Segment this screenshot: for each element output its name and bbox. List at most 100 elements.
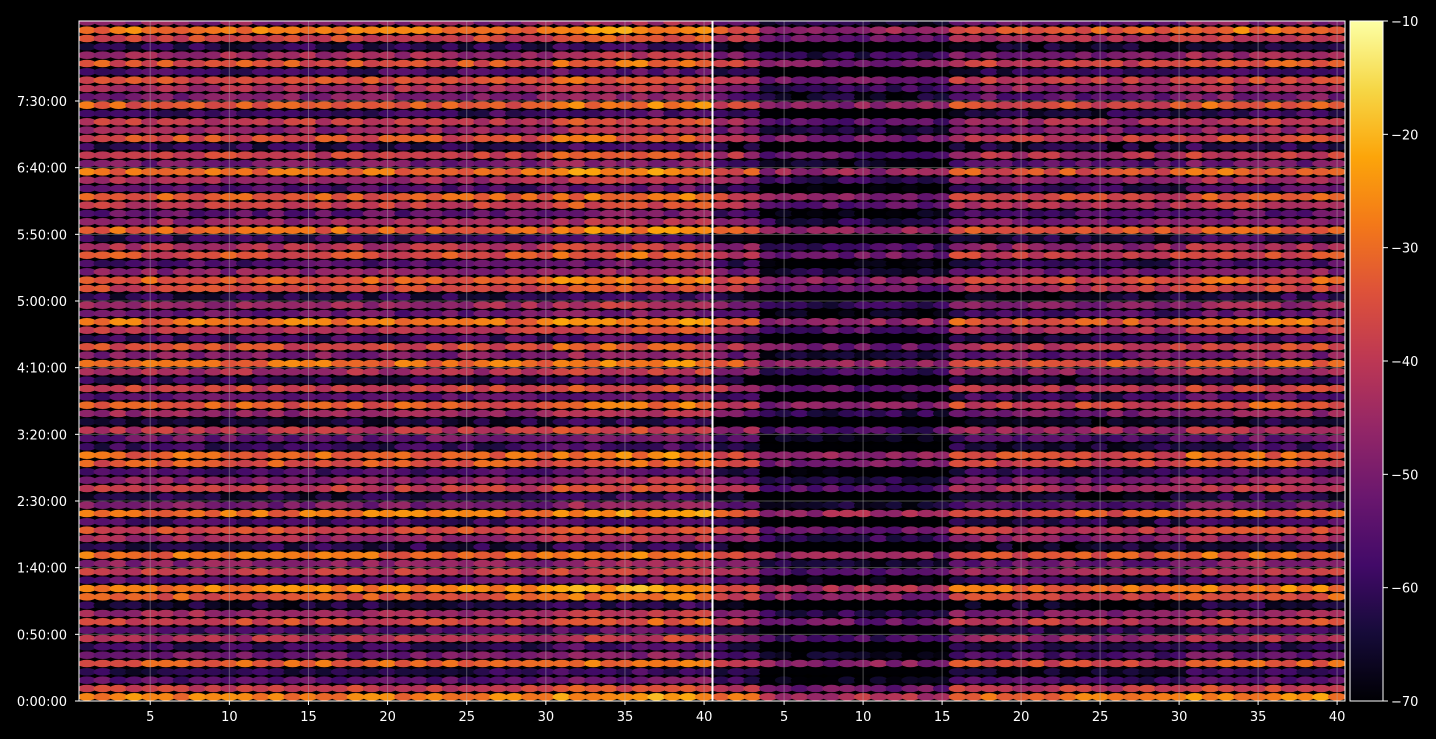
heatmap-cell-left xyxy=(599,243,619,251)
heatmap-cell-left xyxy=(505,468,524,476)
heatmap-cell-left xyxy=(251,226,271,234)
heatmap-cell-left xyxy=(410,276,429,285)
heatmap-cell-right xyxy=(932,559,952,568)
heatmap-cell-left xyxy=(568,51,587,59)
heatmap-cell-left xyxy=(330,684,350,693)
heatmap-cell-right xyxy=(853,618,873,626)
heatmap-cell-right xyxy=(1233,501,1252,510)
heatmap-cell-left xyxy=(267,626,286,634)
heatmap-cell-left xyxy=(647,168,666,176)
heatmap-cell-left xyxy=(283,226,302,234)
heatmap-cell-right xyxy=(1296,634,1315,643)
heatmap-cell-left xyxy=(141,226,160,234)
heatmap-cell-left xyxy=(125,543,144,551)
heatmap-cell-right xyxy=(1027,509,1047,518)
heatmap-cell-left xyxy=(410,326,429,335)
heatmap-cell-left xyxy=(204,243,223,251)
heatmap-cell-left xyxy=(236,543,255,551)
heatmap-cell-right xyxy=(1233,418,1252,426)
heatmap-cell-left xyxy=(378,568,397,576)
heatmap-cell-left xyxy=(568,268,587,276)
heatmap-cell-right xyxy=(1059,568,1078,576)
heatmap-cell-right xyxy=(964,393,983,401)
heatmap-cell-left xyxy=(156,693,176,701)
heatmap-cell-left xyxy=(584,459,603,468)
heatmap-cell-right xyxy=(743,668,762,676)
heatmap-cell-right xyxy=(1169,543,1189,551)
heatmap-cell-left xyxy=(204,584,223,593)
heatmap-cell-left xyxy=(299,601,318,609)
heatmap-cell-left xyxy=(584,551,603,559)
heatmap-cell-left xyxy=(315,334,334,343)
heatmap-cell-right xyxy=(1106,451,1126,460)
heatmap-cell-right xyxy=(1185,668,1205,676)
heatmap-cell-left xyxy=(109,276,128,285)
heatmap-cell-left xyxy=(536,668,555,676)
heatmap-cell-left xyxy=(79,584,97,593)
heatmap-cell-right xyxy=(1233,376,1252,385)
heatmap-cell-right xyxy=(853,609,873,618)
heatmap-cell-left xyxy=(663,168,682,176)
heatmap-cell-right xyxy=(1264,509,1284,518)
heatmap-cell-left xyxy=(330,443,350,451)
heatmap-cell-right xyxy=(885,684,904,693)
heatmap-cell-right xyxy=(743,476,762,485)
heatmap-cell-left xyxy=(362,159,381,168)
heatmap-cell-left xyxy=(694,51,712,59)
heatmap-cell-left xyxy=(220,93,239,101)
heatmap-cell-right xyxy=(759,501,778,510)
heatmap-cell-left xyxy=(172,659,192,668)
heatmap-cell-left xyxy=(647,409,666,418)
heatmap-cell-left xyxy=(93,476,112,485)
heatmap-cell-left xyxy=(125,368,144,376)
heatmap-cell-left xyxy=(251,359,271,368)
heatmap-cell-left xyxy=(647,459,666,468)
heatmap-cell-right xyxy=(1264,376,1284,385)
heatmap-cell-left xyxy=(362,559,381,568)
heatmap-cell-left xyxy=(425,409,445,418)
heatmap-cell-left xyxy=(663,459,682,468)
heatmap-cell-left xyxy=(663,101,682,109)
heatmap-cell-left xyxy=(568,659,587,668)
heatmap-cell-left xyxy=(410,259,429,268)
heatmap-cell-right xyxy=(1201,518,1220,526)
heatmap-cell-right xyxy=(1075,376,1094,385)
heatmap-cell-left xyxy=(505,476,524,485)
heatmap-cell-right xyxy=(1106,626,1126,634)
heatmap-cell-left xyxy=(663,468,682,476)
heatmap-cell-left xyxy=(663,684,682,693)
heatmap-cell-right xyxy=(790,418,810,426)
heatmap-cell-left xyxy=(79,176,97,184)
heatmap-cell-left xyxy=(457,143,476,151)
heatmap-cell-right xyxy=(822,609,841,618)
heatmap-cell-left xyxy=(647,76,666,84)
heatmap-cell-left xyxy=(694,601,712,609)
heatmap-cell-left xyxy=(631,76,650,84)
heatmap-cell-right xyxy=(980,626,999,634)
heatmap-cell-left xyxy=(315,201,334,209)
heatmap-cell-right xyxy=(1027,643,1047,651)
heatmap-cell-left xyxy=(568,484,587,493)
heatmap-cell-left xyxy=(441,334,461,343)
heatmap-cell-left xyxy=(615,643,635,651)
heatmap-cell-left xyxy=(394,534,413,543)
heatmap-cell-left xyxy=(251,76,271,84)
heatmap-cell-right xyxy=(713,509,731,518)
heatmap-cell-left xyxy=(425,634,445,643)
heatmap-cell-left xyxy=(394,518,413,526)
heatmap-cell-left xyxy=(663,193,682,201)
heatmap-cell-left xyxy=(505,459,524,468)
heatmap-cell-left xyxy=(536,609,555,618)
heatmap-cell-right xyxy=(885,459,904,468)
heatmap-cell-left xyxy=(346,418,366,426)
heatmap-cell-left xyxy=(552,684,571,693)
heatmap-cell-left xyxy=(536,434,555,443)
heatmap-cell-left xyxy=(267,393,286,401)
heatmap-cell-left xyxy=(141,443,160,451)
heatmap-cell-left xyxy=(236,651,255,659)
heatmap-cell-right xyxy=(822,493,841,501)
heatmap-cell-left xyxy=(441,501,461,510)
heatmap-cell-left xyxy=(299,34,318,43)
heatmap-cell-right xyxy=(1327,634,1345,643)
heatmap-cell-left xyxy=(520,409,540,418)
